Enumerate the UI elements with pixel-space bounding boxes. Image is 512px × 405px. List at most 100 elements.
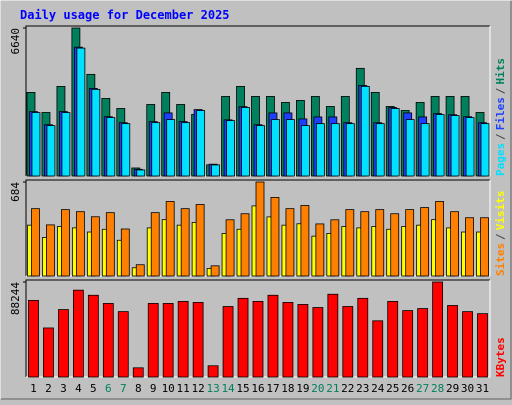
x-tick-label: 5 (90, 382, 97, 395)
bar (58, 309, 69, 378)
bar (372, 320, 384, 378)
bar (117, 311, 129, 378)
bar (225, 219, 235, 277)
bar (405, 119, 415, 177)
bar (61, 112, 71, 177)
bar (360, 85, 370, 177)
bar (106, 117, 116, 177)
x-tick-label: 31 (476, 382, 489, 395)
bar (477, 313, 488, 378)
y-tick-label: 88244 (9, 282, 22, 315)
x-tick-label: 6 (105, 382, 112, 395)
x-tick-label: 14 (221, 382, 235, 395)
bar (91, 89, 101, 177)
bar (181, 122, 191, 177)
bar (226, 120, 235, 177)
bar (432, 281, 444, 378)
legend-separator: / (494, 133, 507, 140)
x-tick-label: 9 (150, 382, 157, 395)
bar (105, 212, 115, 277)
bar (162, 303, 174, 378)
bar (180, 208, 190, 277)
bar (166, 119, 176, 177)
legend-entry: KBytes (494, 337, 507, 377)
bar (312, 307, 324, 378)
bar (177, 300, 189, 378)
x-tick-label: 12 (192, 382, 205, 395)
bar (465, 217, 474, 277)
bar (90, 216, 100, 277)
bar (300, 205, 310, 277)
x-tick-label: 21 (326, 382, 339, 395)
bar (330, 219, 340, 277)
x-tick-label: 17 (266, 382, 279, 395)
bar (450, 115, 460, 177)
bar (315, 123, 325, 177)
bar (135, 264, 145, 277)
x-tick-label: 15 (236, 382, 249, 395)
plot-border (25, 25, 490, 176)
bar (282, 302, 294, 378)
bar (387, 300, 399, 378)
bar (46, 224, 55, 277)
bar (147, 303, 159, 378)
bar (240, 213, 250, 277)
x-tick-label: 18 (281, 382, 294, 395)
bar (480, 123, 490, 177)
x-tick-label: 11 (177, 382, 190, 395)
bar (390, 108, 400, 177)
bar (390, 213, 400, 277)
bar (150, 212, 160, 277)
bar (136, 169, 146, 177)
legend-entry: Pages (494, 143, 507, 176)
x-tick-label: 29 (446, 382, 459, 395)
bar (46, 125, 56, 177)
chart-title: Daily usage for December 2025 (20, 8, 230, 22)
bar (87, 294, 99, 378)
bar (210, 265, 220, 277)
bar (297, 304, 309, 378)
bar (151, 122, 161, 177)
bar (255, 181, 265, 277)
bar (121, 123, 131, 177)
bar (286, 119, 295, 177)
x-tick-label: 24 (371, 382, 385, 395)
x-tick-label: 7 (120, 382, 127, 395)
legend-separator: / (494, 88, 507, 95)
legend-entry: Files (494, 97, 507, 130)
bar (450, 211, 459, 277)
plot-border (25, 279, 490, 377)
bar (270, 196, 280, 277)
x-tick-label: 16 (251, 382, 264, 395)
legend-entry: Hits (494, 58, 507, 85)
legend: KBytes (494, 337, 507, 377)
bar (132, 367, 144, 378)
x-tick-label: 23 (356, 382, 369, 395)
bar (31, 208, 40, 277)
x-tick-label: 25 (386, 382, 399, 395)
plot-border (25, 179, 490, 276)
legend-separator: / (494, 233, 507, 240)
bar (330, 123, 340, 177)
bar (342, 306, 354, 378)
bar (345, 209, 355, 277)
bar (165, 201, 175, 277)
x-tick-label: 3 (60, 382, 67, 395)
legend: Sites / Visits (494, 191, 507, 277)
bar (420, 207, 430, 277)
bar (61, 209, 70, 277)
bar (241, 107, 250, 177)
bar (327, 293, 339, 378)
bar (72, 289, 84, 378)
x-tick-label: 10 (162, 382, 175, 395)
bar (301, 125, 310, 177)
bar (267, 294, 279, 378)
bar (120, 228, 130, 277)
x-tick-label: 20 (311, 382, 324, 395)
legend: Pages / Files / Hits (494, 58, 507, 176)
x-tick-label: 1 (30, 382, 37, 395)
legend-entry: Visits (494, 191, 507, 231)
bar (417, 308, 429, 378)
bar (315, 223, 325, 277)
